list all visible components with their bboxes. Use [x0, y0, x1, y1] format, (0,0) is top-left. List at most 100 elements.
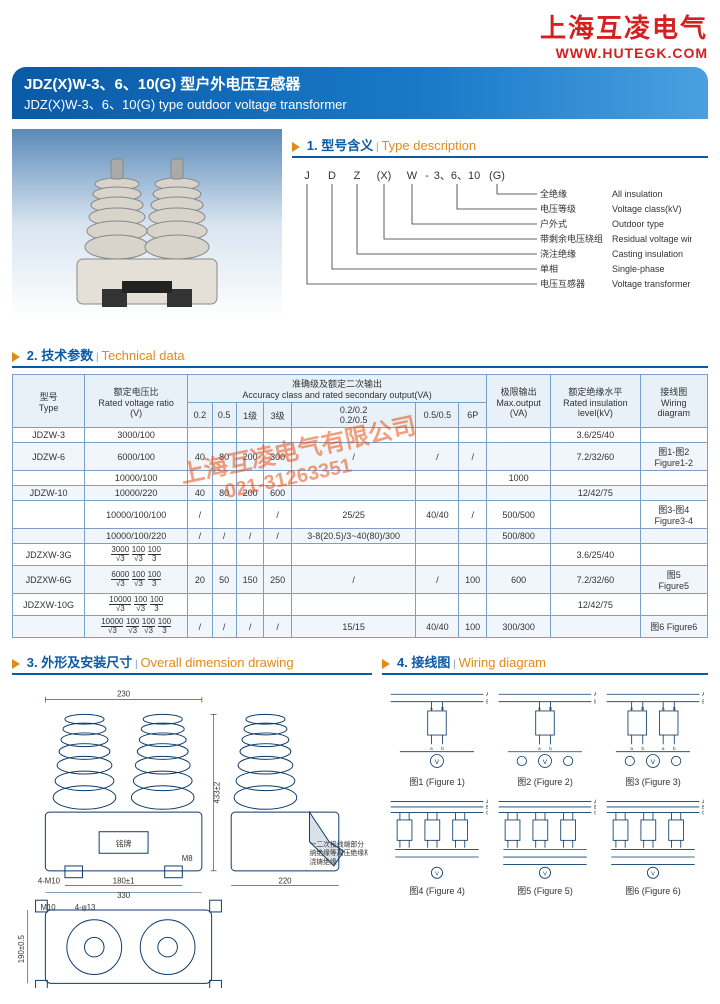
arrow-icon [12, 659, 20, 669]
svg-text:D: D [328, 170, 336, 182]
svg-text:浇注绝缘: 浇注绝缘 [540, 248, 576, 259]
svg-text:A: A [430, 706, 434, 711]
svg-text:A: A [630, 706, 634, 711]
svg-text:B: B [702, 700, 704, 706]
th-insul: 额定绝缘水平Rated insulationlevel(kV) [551, 375, 640, 428]
table-row: JDZXW-3G3000√3 100√3 1003 3.6/25/40 [13, 544, 708, 566]
svg-text:Voltage class(kV): Voltage class(kV) [612, 204, 682, 214]
svg-text:Z: Z [354, 170, 361, 182]
svg-text:铭牌: 铭牌 [116, 838, 132, 848]
wiring-diagram-grid: ABABabV图1 (Figure 1)ABABabV图2 (Figure 2)… [382, 681, 708, 901]
svg-text:-: - [425, 170, 429, 182]
svg-text:B: B [673, 706, 676, 711]
svg-text:b: b [642, 746, 645, 751]
th-type: 型号Type [13, 375, 85, 428]
svg-text:A: A [662, 706, 666, 711]
table-row: 10000√3 100√3 100√3 1003 ////15/1540/401… [13, 616, 708, 638]
svg-text:B: B [594, 700, 596, 706]
table-row: 10000/1001000 [13, 471, 708, 486]
title-bar: JDZ(X)W-3、6、10(G) 型户外电压互感器 JDZ(X)W-3、6、1… [12, 67, 708, 119]
section-header-wiring: 4. 接线图 | Wiring diagram [382, 652, 708, 675]
svg-text:一二次接线端部分: 一二次接线端部分 [309, 839, 364, 848]
brand-url: WWW.HUTEGK.COM [12, 45, 708, 61]
svg-text:Single-phase: Single-phase [612, 264, 665, 274]
svg-text:Voltage transformer: Voltage transformer [612, 279, 691, 289]
wiring-figure-5: ABCV图5 (Figure 5) [494, 794, 596, 897]
th-acc-col: 0.5 [212, 403, 236, 428]
svg-text:单相: 单相 [540, 263, 558, 274]
svg-text:M10: M10 [40, 903, 56, 912]
svg-text:(X): (X) [377, 170, 392, 182]
svg-text:户外式: 户外式 [540, 218, 567, 229]
svg-text:180±1: 180±1 [113, 877, 135, 886]
svg-text:a: a [630, 746, 633, 751]
title-cn: JDZ(X)W-3、6、10(G) 型户外电压互感器 [24, 73, 696, 94]
table-row: JDZW-33000/1003.6/25/40 [13, 428, 708, 443]
svg-text:C: C [594, 810, 596, 816]
svg-text:A: A [538, 706, 542, 711]
th-acc-col: 1级 [236, 403, 263, 428]
th-acc-col: 0.2/0.20.2/0.5 [291, 403, 416, 428]
svg-text:A: A [594, 692, 596, 698]
th-acc-col: 0.2 [188, 403, 212, 428]
brand-name: 上海互凌电气 [12, 8, 708, 45]
svg-text:V: V [543, 872, 547, 878]
svg-text:220: 220 [278, 877, 292, 886]
wiring-figure-6: ABCV图6 (Figure 6) [602, 794, 704, 897]
svg-text:V: V [435, 759, 440, 766]
wiring-figure-2: ABABabV图2 (Figure 2) [494, 685, 596, 788]
svg-text:Outdoor type: Outdoor type [612, 219, 664, 229]
table-row: JDZW-66000/1004080200300///7.2/32/60图1-图… [13, 443, 708, 471]
table-row: JDZW-1010000/220408020060012/42/75 [13, 486, 708, 501]
svg-text:4-φ13: 4-φ13 [75, 903, 96, 912]
section-header-techdata: 2. 技术参数 | Technical data [12, 345, 708, 368]
svg-text:a: a [662, 746, 665, 751]
svg-text:b: b [673, 746, 676, 751]
svg-text:4-M10: 4-M10 [38, 877, 61, 886]
svg-text:M8: M8 [182, 854, 193, 863]
svg-text:B: B [549, 706, 552, 711]
wiring-figure-3: ABABabABabV图3 (Figure 3) [602, 685, 704, 788]
svg-text:A: A [702, 692, 704, 698]
table-row: JDZXW-6G6000√3 100√3 1003 2050150250//10… [13, 566, 708, 594]
th-ratio: 额定电压比Rated voltage ratio(V) [85, 375, 188, 428]
table-row: 10000/100/220////3-8(20.5)/3~40(80)/3005… [13, 529, 708, 544]
svg-text:330: 330 [117, 891, 131, 900]
type-description-block: 1. 型号含义 | Type description JDZ (X)W- 3、6… [292, 129, 708, 337]
th-maxout: 极限输出Max.output(VA) [486, 375, 550, 428]
svg-text:3、6、10: 3、6、10 [434, 170, 480, 182]
type-description-diagram: JDZ (X)W- 3、6、10(G) 全绝缘All insulation电压等… [292, 164, 708, 337]
svg-text:Casting insulation: Casting insulation [612, 249, 683, 259]
svg-text:b: b [441, 746, 444, 751]
table-row: JDZXW-10G10000√3 100√3 1003 12/42/75 [13, 594, 708, 616]
svg-text:浇铸绝缘: 浇铸绝缘 [309, 857, 336, 866]
svg-text:A: A [486, 692, 488, 698]
svg-text:V: V [651, 872, 655, 878]
svg-text:B: B [641, 706, 644, 711]
svg-text:电压互感器: 电压互感器 [540, 278, 585, 289]
svg-text:B: B [486, 700, 488, 706]
transformer-illustration [47, 149, 247, 319]
svg-text:V: V [435, 872, 439, 878]
title-en: JDZ(X)W-3、6、10(G) type outdoor voltage t… [24, 94, 696, 113]
svg-text:V: V [543, 759, 548, 766]
th-acc-col: 6P [459, 403, 486, 428]
svg-text:C: C [486, 810, 488, 816]
svg-text:B: B [441, 706, 444, 711]
svg-text:J: J [304, 170, 310, 182]
arrow-icon [12, 352, 20, 362]
svg-text:All insulation: All insulation [612, 189, 663, 199]
wiring-figure-1: ABABabV图1 (Figure 1) [386, 685, 488, 788]
arrow-icon [382, 659, 390, 669]
svg-text:230: 230 [117, 690, 131, 699]
svg-text:(G): (G) [489, 170, 505, 182]
product-image [12, 129, 282, 319]
svg-text:带剩余电压绕组: 带剩余电压绕组 [540, 233, 603, 244]
th-acc-col: 3级 [264, 403, 291, 428]
svg-text:V: V [651, 759, 656, 766]
svg-text:b: b [549, 746, 552, 751]
th-wiring: 接线图Wiringdiagram [640, 375, 708, 428]
svg-text:电压等级: 电压等级 [540, 203, 576, 214]
svg-text:a: a [430, 746, 433, 751]
svg-text:a: a [538, 746, 541, 751]
